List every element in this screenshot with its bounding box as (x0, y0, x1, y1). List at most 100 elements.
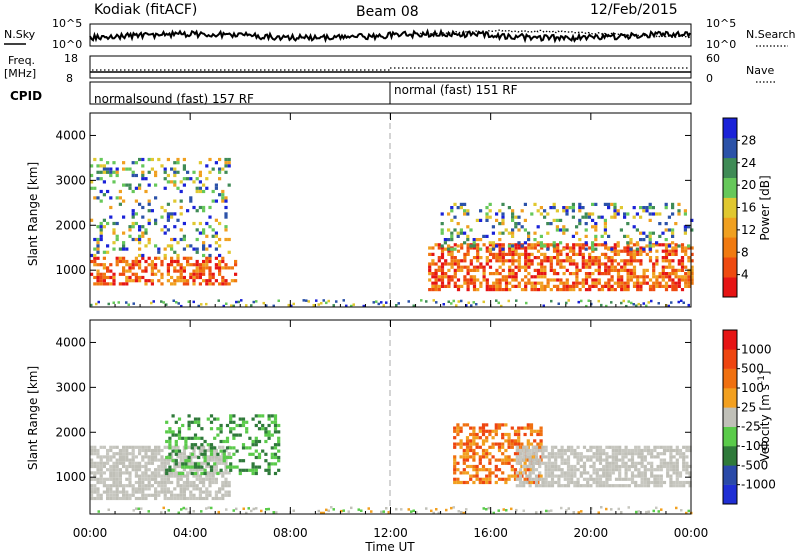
heatmap-cell (170, 167, 174, 171)
nsearch-line (419, 29, 691, 39)
heatmap-cell (463, 275, 467, 279)
heatmap-cell (668, 262, 672, 266)
heatmap-cell (573, 471, 577, 475)
heatmap-cell (141, 205, 145, 210)
heatmap-cell (362, 304, 365, 308)
heatmap-cell (102, 455, 106, 459)
heatmap-cell (150, 474, 154, 478)
heatmap-cell (559, 252, 563, 256)
heatmap-cell (428, 246, 432, 250)
heatmap-cell (675, 458, 679, 462)
heatmap-cell (479, 218, 483, 222)
heatmap-cell (570, 448, 574, 453)
heatmap-cell (99, 225, 103, 229)
heatmap-cell (607, 234, 611, 238)
heatmap-cell (508, 275, 512, 279)
heatmap-cell (485, 436, 489, 440)
heatmap-cell (498, 246, 502, 250)
heatmap-cell (109, 170, 113, 174)
heatmap-cell (192, 205, 196, 210)
heatmap-cell (592, 468, 596, 472)
heatmap-cell (241, 417, 246, 421)
heatmap-cell (209, 427, 214, 431)
heatmap-cell (214, 464, 218, 469)
heatmap-cell (671, 259, 675, 263)
heatmap-cell (122, 272, 126, 276)
heatmap-cell (501, 458, 505, 462)
heatmap-cell (507, 299, 510, 303)
heatmap-cell (134, 256, 138, 260)
heatmap-cell (106, 484, 110, 488)
heatmap-cell (677, 284, 681, 288)
heatmap-cell (626, 246, 630, 250)
heatmap-cell (163, 480, 167, 485)
heatmap-cell (562, 225, 566, 229)
heatmap-cell (514, 284, 518, 288)
heatmap-cell (208, 272, 212, 276)
heatmap-cell (157, 493, 161, 497)
heatmap-cell (214, 279, 218, 283)
heatmap-cell (677, 278, 681, 282)
heatmap-cell (491, 445, 495, 449)
heatmap-cell (157, 480, 161, 485)
heatmap-cell (453, 228, 457, 232)
heatmap-cell (141, 464, 145, 469)
heatmap-cell (214, 183, 218, 187)
heatmap-cell (504, 228, 508, 232)
heatmap-cell (131, 461, 135, 465)
heatmap-cell (200, 427, 204, 431)
heatmap-cell (90, 471, 94, 475)
heatmap-cell (517, 252, 521, 256)
heatmap-cell (624, 448, 628, 453)
heatmap-cell (197, 446, 201, 450)
heatmap-cell (485, 474, 489, 478)
heatmap-cell (475, 452, 479, 456)
heatmap-cell (469, 262, 473, 266)
heatmap-cell (657, 302, 660, 305)
heatmap-cell (642, 302, 645, 305)
heatmap-cell (608, 484, 612, 488)
heatmap-cell (254, 414, 258, 418)
heatmap-cell (248, 468, 252, 472)
heatmap-cell (685, 445, 689, 449)
heatmap-cell (447, 278, 451, 282)
heatmap-cell (131, 161, 135, 165)
heatmap-cell (581, 284, 585, 288)
heatmap-cell (603, 218, 607, 222)
heatmap-cell (221, 282, 225, 286)
heatmap-cell (224, 493, 228, 497)
heatmap-cell (224, 205, 228, 210)
heatmap-cell (224, 490, 228, 494)
heatmap-cell (589, 464, 593, 469)
heatmap-cell (517, 442, 521, 446)
heatmap-cell (540, 284, 544, 288)
heatmap-cell (141, 477, 145, 481)
heatmap-cell (112, 170, 116, 174)
heatmap-cell (684, 284, 688, 288)
heatmap-cell (177, 302, 180, 305)
heatmap-cell (539, 241, 543, 245)
heatmap-cell (508, 281, 512, 285)
heatmap-cell (621, 448, 625, 453)
heatmap-cell (608, 461, 612, 465)
heatmap-cell (522, 509, 525, 512)
heatmap-cell (221, 487, 225, 491)
heatmap-cell (109, 215, 113, 219)
heatmap-cell (437, 259, 441, 263)
heatmap-cell (241, 423, 246, 428)
heatmap-cell (472, 458, 476, 462)
heatmap-cell (270, 414, 274, 418)
heatmap-cell (636, 243, 640, 247)
heatmap-cell (102, 164, 106, 168)
heatmap-cell (465, 436, 470, 440)
heatmap-cell (501, 243, 505, 247)
heatmap-cell (99, 477, 103, 481)
heatmap-cell (115, 464, 119, 469)
heatmap-cell (184, 443, 188, 447)
heatmap-cell (431, 275, 435, 279)
heatmap-cell (138, 464, 142, 469)
heatmap-cell (93, 487, 97, 491)
heatmap-cell (582, 455, 587, 459)
heatmap-cell (655, 243, 659, 247)
heatmap-cell (652, 288, 656, 292)
